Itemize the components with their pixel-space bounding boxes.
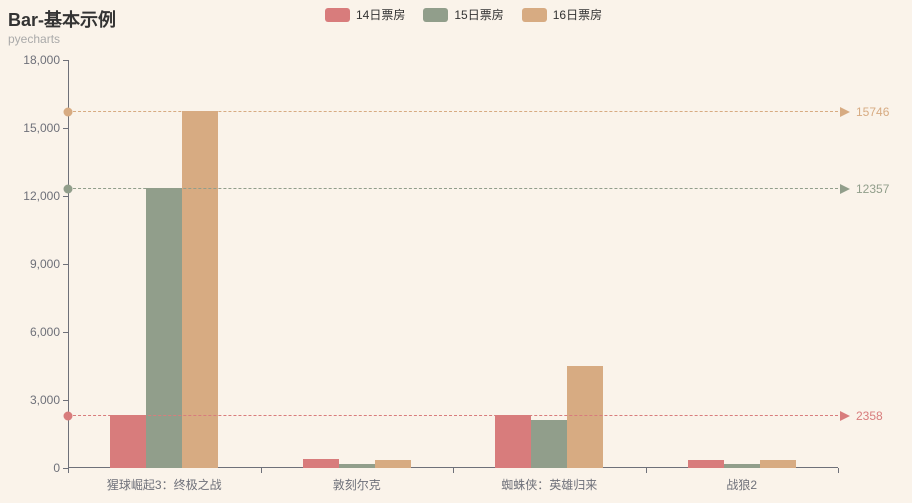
y-tick-label: 15,000 xyxy=(23,121,68,135)
y-axis-line xyxy=(68,60,69,468)
chart-subtitle: pyecharts xyxy=(8,32,60,46)
markline-start-dot xyxy=(64,108,73,117)
bar[interactable] xyxy=(688,460,724,468)
bar[interactable] xyxy=(760,460,796,468)
bar[interactable] xyxy=(375,460,411,468)
y-tick-mark xyxy=(63,264,68,265)
y-tick-label: 12,000 xyxy=(23,189,68,203)
markline-label: 12357 xyxy=(838,182,889,196)
legend-swatch xyxy=(325,8,350,22)
x-tick-mark xyxy=(646,468,647,473)
markline-start-dot xyxy=(64,411,73,420)
bar[interactable] xyxy=(110,415,146,468)
x-tick-mark xyxy=(838,468,839,473)
x-tick-mark xyxy=(261,468,262,473)
markline: 2358 xyxy=(68,415,838,416)
bar[interactable] xyxy=(339,464,375,468)
legend-swatch xyxy=(423,8,448,22)
legend-item[interactable]: 15日票房 xyxy=(423,6,503,23)
x-tick-label: 蜘蛛侠：英雄归来 xyxy=(501,468,597,493)
plot-area: 03,0006,0009,00012,00015,00018,000猩球崛起3：… xyxy=(68,60,838,468)
legend-label: 15日票房 xyxy=(454,6,503,23)
legend-label: 14日票房 xyxy=(356,6,405,23)
x-tick-mark xyxy=(68,468,69,473)
x-tick-label: 敦刻尔克 xyxy=(333,468,381,493)
y-tick-mark xyxy=(63,332,68,333)
bar[interactable] xyxy=(531,420,567,468)
y-tick-mark xyxy=(63,60,68,61)
bar[interactable] xyxy=(303,459,339,468)
x-tick-mark xyxy=(453,468,454,473)
markline-label: 15746 xyxy=(838,105,889,119)
legend-item[interactable]: 16日票房 xyxy=(522,6,602,23)
markline-label: 2358 xyxy=(838,409,883,423)
markline: 15746 xyxy=(68,111,838,112)
bar[interactable] xyxy=(495,415,531,468)
legend: 14日票房 15日票房 16日票房 xyxy=(325,6,602,23)
chart-title: Bar-基本示例 xyxy=(8,6,116,32)
y-tick-label: 18,000 xyxy=(23,53,68,67)
bar[interactable] xyxy=(724,464,760,468)
markline: 12357 xyxy=(68,188,838,189)
legend-swatch xyxy=(522,8,547,22)
markline-start-dot xyxy=(64,184,73,193)
legend-item[interactable]: 14日票房 xyxy=(325,6,405,23)
bar[interactable] xyxy=(567,366,603,468)
bar[interactable] xyxy=(146,188,182,468)
legend-label: 16日票房 xyxy=(553,6,602,23)
y-tick-mark xyxy=(63,128,68,129)
y-tick-mark xyxy=(63,400,68,401)
y-tick-mark xyxy=(63,196,68,197)
x-tick-label: 猩球崛起3：终极之战 xyxy=(107,468,222,493)
x-tick-label: 战狼2 xyxy=(726,468,757,493)
